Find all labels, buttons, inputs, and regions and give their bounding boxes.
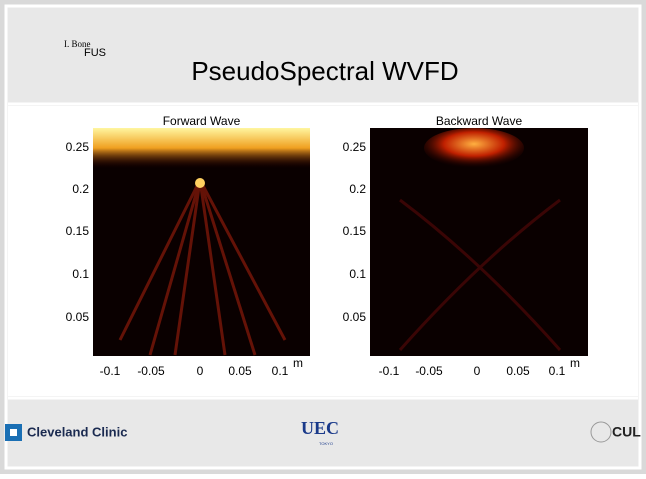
heatmap bbox=[93, 128, 310, 356]
slide: I. Bone FUS PseudoSpectral WVFD Forward … bbox=[0, 0, 646, 474]
y-tick-label: 0.2 bbox=[349, 182, 366, 196]
plot-title: Forward Wave bbox=[163, 114, 241, 128]
x-tick-label: -0.1 bbox=[100, 364, 121, 378]
logo-text: UEC bbox=[301, 418, 339, 438]
y-tick-label: 0.25 bbox=[66, 140, 90, 154]
logo-text: Cleveland Clinic bbox=[27, 424, 127, 439]
slide-title: PseudoSpectral WVFD bbox=[191, 56, 458, 86]
logo-mark bbox=[10, 429, 17, 436]
plot-title: Backward Wave bbox=[436, 114, 523, 128]
x-tick-label: -0.1 bbox=[379, 364, 400, 378]
x-tick-label: 0.05 bbox=[506, 364, 530, 378]
y-tick-label: 0.2 bbox=[72, 182, 89, 196]
axis-unit: m bbox=[570, 356, 580, 370]
tag: FUS bbox=[84, 47, 106, 59]
logo-text: CUL bbox=[612, 424, 641, 440]
y-tick-label: 0.25 bbox=[343, 140, 367, 154]
y-tick-label: 0.1 bbox=[72, 267, 89, 281]
y-tick-label: 0.15 bbox=[343, 224, 367, 238]
x-tick-label: -0.05 bbox=[415, 364, 443, 378]
x-tick-label: 0.1 bbox=[272, 364, 289, 378]
y-tick-label: 0.05 bbox=[66, 310, 90, 324]
x-tick-label: 0 bbox=[474, 364, 481, 378]
y-tick-label: 0.05 bbox=[343, 310, 367, 324]
y-tick-label: 0.1 bbox=[349, 267, 366, 281]
axis-unit: m bbox=[293, 356, 303, 370]
x-tick-label: 0 bbox=[197, 364, 204, 378]
heatmap bbox=[370, 128, 588, 356]
logo-subtext: TOKYO bbox=[319, 441, 333, 446]
x-tick-label: -0.05 bbox=[137, 364, 165, 378]
x-tick-label: 0.05 bbox=[228, 364, 252, 378]
x-tick-label: 0.1 bbox=[549, 364, 566, 378]
y-tick-label: 0.15 bbox=[66, 224, 90, 238]
